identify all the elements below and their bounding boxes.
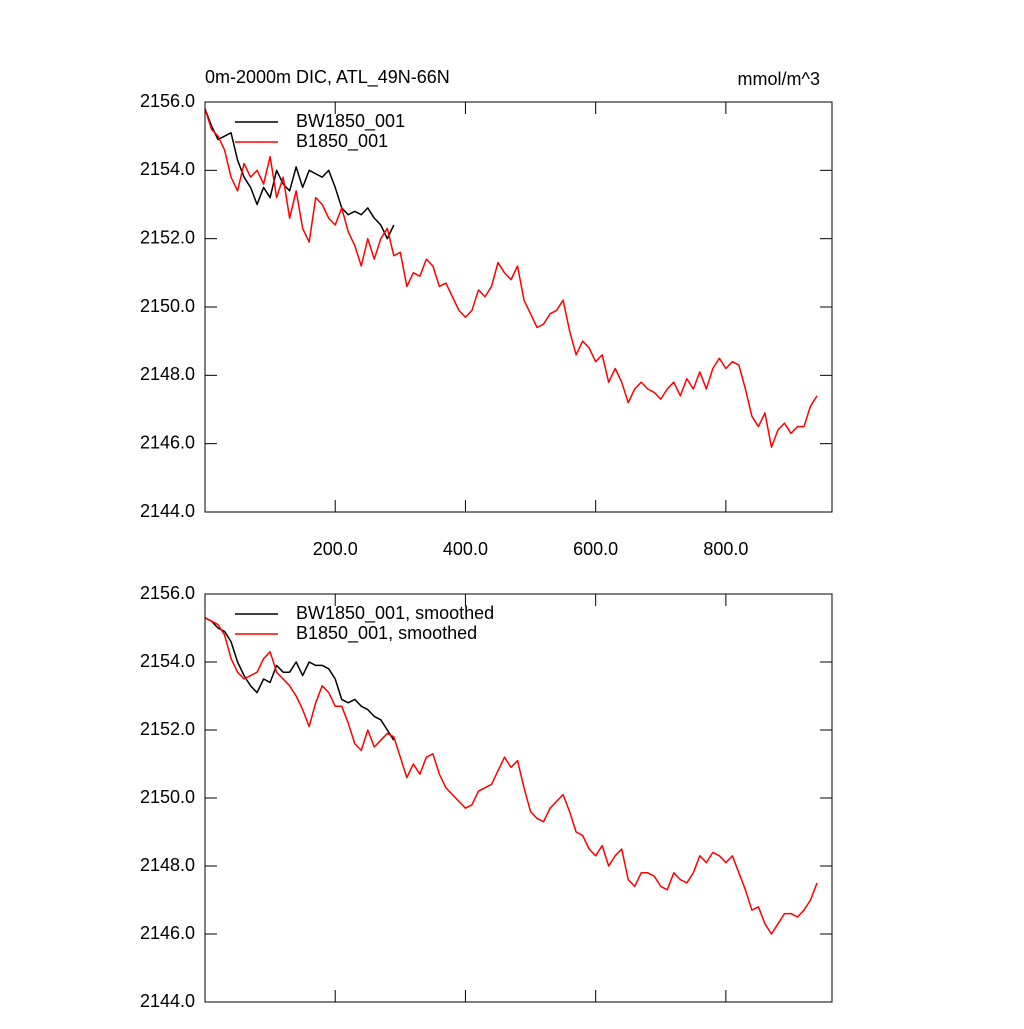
y-tick-label: 2150.0 bbox=[140, 296, 195, 316]
data-line bbox=[204, 108, 818, 448]
y-tick-label: 2156.0 bbox=[140, 583, 195, 603]
plot-frame bbox=[204, 101, 833, 513]
y-tick-label: 2152.0 bbox=[140, 227, 195, 247]
y-tick-label: 2148.0 bbox=[140, 364, 195, 384]
plot-frame bbox=[204, 593, 833, 1003]
y-tick-label: 2144.0 bbox=[140, 501, 195, 521]
y-tick-label: 2154.0 bbox=[140, 651, 195, 671]
y-tick-label: 2154.0 bbox=[140, 159, 195, 179]
chart-title: 0m-2000m DIC, ATL_49N-66N bbox=[205, 67, 450, 88]
y-tick-label: 2146.0 bbox=[140, 432, 195, 452]
x-tick-label: 400.0 bbox=[443, 539, 488, 559]
legend-label: BW1850_001 bbox=[296, 111, 405, 132]
legend-label: B1850_001 bbox=[296, 131, 388, 152]
data-line bbox=[204, 617, 818, 935]
y-tick-label: 2150.0 bbox=[140, 787, 195, 807]
x-tick-label: 200.0 bbox=[313, 539, 358, 559]
y-tick-label: 2146.0 bbox=[140, 923, 195, 943]
x-tick-label: 600.0 bbox=[573, 539, 618, 559]
legend-label: BW1850_001, smoothed bbox=[296, 603, 494, 624]
legend-label: B1850_001, smoothed bbox=[296, 623, 477, 644]
units-label: mmol/m^3 bbox=[738, 69, 820, 89]
y-tick-label: 2148.0 bbox=[140, 855, 195, 875]
y-tick-label: 2156.0 bbox=[140, 91, 195, 111]
y-tick-label: 2152.0 bbox=[140, 719, 195, 739]
y-tick-label: 2144.0 bbox=[140, 991, 195, 1011]
data-line bbox=[204, 617, 395, 741]
data-line bbox=[204, 108, 395, 240]
x-tick-label: 800.0 bbox=[703, 539, 748, 559]
